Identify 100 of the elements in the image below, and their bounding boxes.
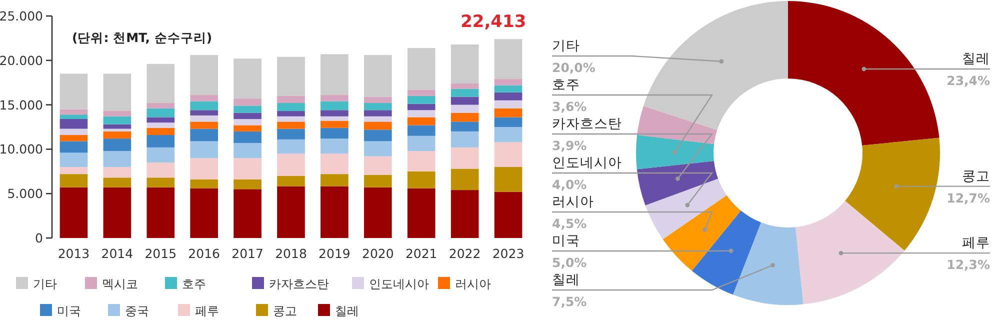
legend-label: 멕시코 [102,277,138,291]
bar [103,128,132,132]
bar [320,128,348,139]
bar [407,90,436,96]
bar [277,176,305,186]
bar [146,134,175,148]
x-tick-label: 2016 [188,246,220,261]
bar [60,187,88,238]
slice-label: 기타 [552,38,580,54]
bar [60,174,88,188]
bar [320,95,348,102]
slice-label: 인도네시아 [552,155,622,171]
legend-label: 러시아 [455,277,491,291]
legend-item: 칠레 [318,304,359,318]
bar [234,119,262,126]
legend-item: 호주 [165,277,206,291]
bar [494,108,522,118]
data-label: 4,0% [552,177,588,192]
legend-item: 멕시코 [85,277,138,291]
legend-label: 중국 [125,304,149,318]
legend-item: 인도네시아 [352,277,429,291]
x-tick-label: 2017 [232,246,264,261]
bar [190,179,218,188]
bar [450,44,479,84]
bar [60,128,88,135]
bar [450,147,479,169]
bar [364,110,392,116]
slice-label: 페루 [962,235,990,252]
y-tick-label: 25.000 [0,8,44,24]
bar [103,150,132,167]
donut-slice [788,1,940,146]
y-tick-label: 20.000 [0,52,44,68]
x-tick-label: 2022 [448,246,481,261]
slice-label: 칠레 [962,51,990,68]
legend-item: 콩고 [256,304,297,318]
slice-label: 칠레 23,4% [862,51,990,88]
data-label: 3,6% [552,99,588,114]
bar [60,109,88,115]
donut-slice [662,195,741,271]
bar [407,136,436,151]
legend-label: 카자흐스탄 [269,277,329,291]
bar [364,116,392,122]
bar [277,122,305,129]
bar [146,147,175,163]
data-label: 12,7% [946,190,990,206]
y-tick-label: 5.000 [7,186,44,202]
bar [277,96,305,104]
data-label: 4,5% [552,216,588,231]
donut-slice [643,1,788,130]
bar [494,100,522,108]
slice-label: 칠레 [552,272,580,288]
bar [103,187,132,238]
bar [103,131,132,139]
bar [494,85,522,92]
bar [234,131,262,143]
bar [364,55,392,97]
bar [320,110,348,116]
bar [320,120,348,128]
bar [146,187,175,238]
bar [190,188,218,238]
slice-label: 콩고 [962,168,990,184]
bar [60,152,88,167]
bar [320,54,348,96]
bar [450,96,479,105]
bar [103,111,132,116]
data-label: 3,9% [552,138,588,153]
x-tick-label: 2014 [101,246,134,261]
bar [450,131,479,148]
bar [407,104,436,110]
bar [190,158,218,180]
bar [277,128,305,140]
bar [146,178,175,188]
slice-label: 미국 5,0% [552,233,734,270]
bar [103,124,132,129]
bar [364,103,392,110]
legend-label: 호주 [182,277,206,291]
bar [60,134,88,142]
bar [450,190,479,238]
bar [320,116,348,121]
donut-slice [636,160,718,206]
bar [146,128,175,135]
bar [320,174,348,186]
x-tick-label: 2015 [144,246,177,261]
bar [277,116,305,122]
bar [407,110,436,118]
bar [407,117,436,126]
slice-label: 카자흐스탄 [552,116,622,132]
bar [277,154,305,176]
bar [60,114,88,120]
bar [320,101,348,110]
bar [234,125,262,132]
data-label: 20,0% [552,60,596,75]
bar [146,162,175,178]
x-tick-label: 2018 [275,246,307,261]
bar [364,174,392,188]
bar [103,74,132,112]
bar [190,101,218,110]
bar [364,122,392,130]
bar [190,141,218,158]
slice-label: 미국 [552,233,580,249]
